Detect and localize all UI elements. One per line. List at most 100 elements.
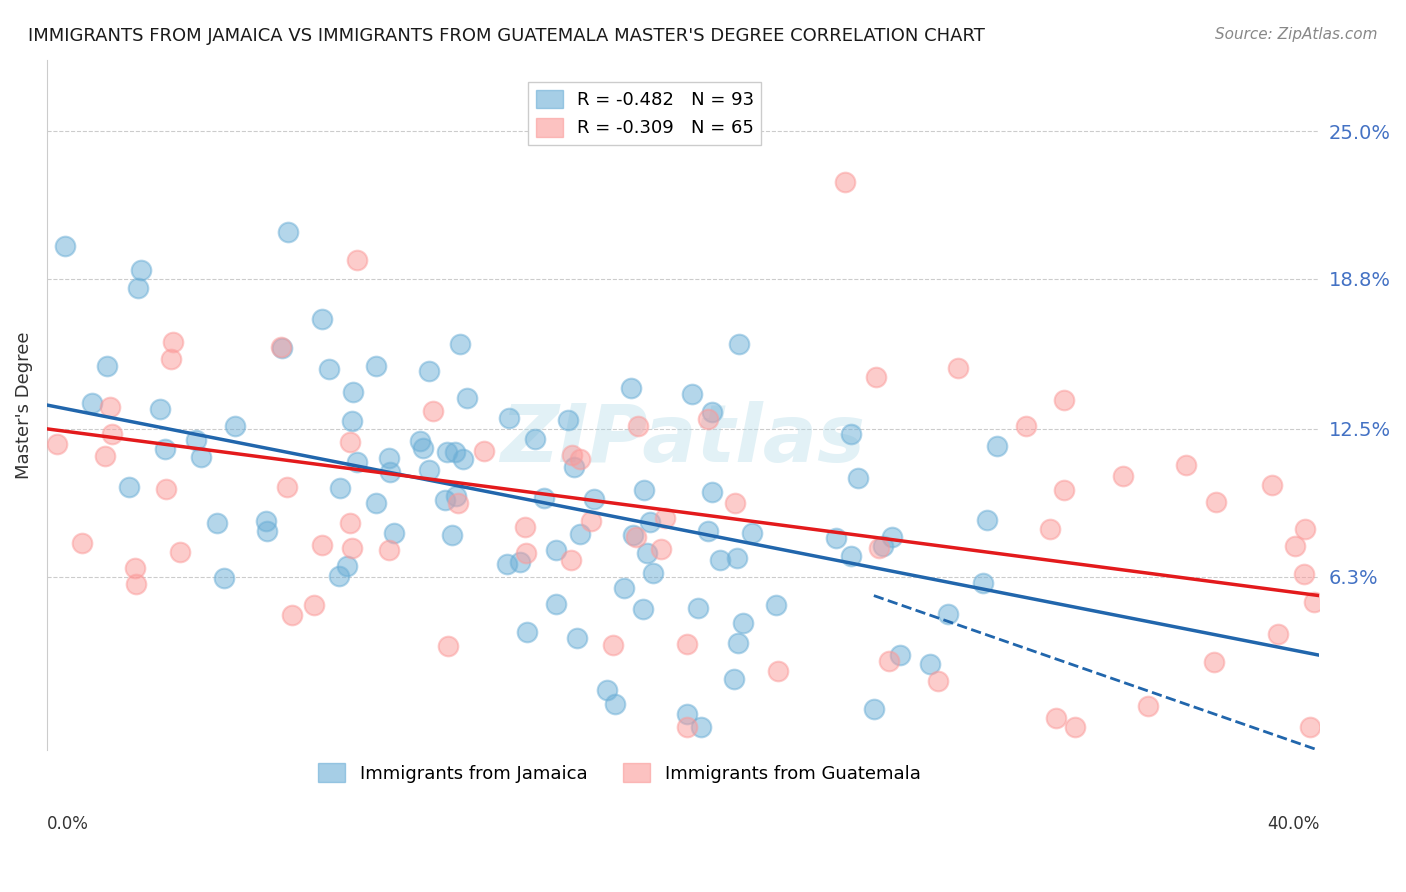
Point <box>690 720 713 734</box>
Point <box>346 455 368 469</box>
Point <box>328 568 350 582</box>
Point <box>129 263 152 277</box>
Point <box>409 434 432 448</box>
Point <box>46 436 69 450</box>
Point <box>127 281 149 295</box>
Point <box>94 450 117 464</box>
Point <box>681 387 703 401</box>
Point <box>212 571 235 585</box>
Point <box>839 426 862 441</box>
Point <box>564 459 586 474</box>
Point <box>80 396 103 410</box>
Point <box>254 514 277 528</box>
Point <box>636 546 658 560</box>
Point <box>567 631 589 645</box>
Point <box>936 607 959 622</box>
Point <box>444 445 467 459</box>
Point <box>868 541 890 555</box>
Point <box>449 337 471 351</box>
Point <box>825 531 848 545</box>
Point <box>1064 720 1087 734</box>
Point <box>723 672 745 686</box>
Point <box>626 530 648 544</box>
Point <box>976 513 998 527</box>
Point <box>725 551 748 566</box>
Point <box>1205 495 1227 509</box>
Point <box>676 720 699 734</box>
Point <box>311 312 333 326</box>
Point <box>55 239 77 253</box>
Point <box>224 419 246 434</box>
Point <box>1267 626 1289 640</box>
Point <box>1303 595 1326 609</box>
Point <box>340 414 363 428</box>
Point <box>101 427 124 442</box>
Point <box>877 654 900 668</box>
Point <box>638 516 661 530</box>
Point <box>277 225 299 239</box>
Point <box>1202 655 1225 669</box>
Point <box>627 419 650 434</box>
Point <box>456 391 478 405</box>
Point <box>436 444 458 458</box>
Point <box>451 452 474 467</box>
Point <box>700 405 723 419</box>
Point <box>377 451 399 466</box>
Point <box>765 598 787 612</box>
Point <box>1174 458 1197 472</box>
Point <box>205 516 228 530</box>
Point <box>686 601 709 615</box>
Point <box>865 369 887 384</box>
Point <box>153 442 176 457</box>
Point <box>633 601 655 615</box>
Point <box>155 482 177 496</box>
Point <box>437 639 460 653</box>
Point <box>675 706 697 721</box>
Point <box>1294 522 1316 536</box>
Point <box>583 492 606 507</box>
Point <box>496 557 519 571</box>
Point <box>620 381 643 395</box>
Point <box>986 439 1008 453</box>
Point <box>509 555 531 569</box>
Point <box>281 607 304 622</box>
Point <box>422 404 444 418</box>
Point <box>339 435 361 450</box>
Point <box>697 524 720 538</box>
Point <box>169 545 191 559</box>
Point <box>1053 392 1076 407</box>
Point <box>256 524 278 538</box>
Point <box>839 549 862 563</box>
Text: IMMIGRANTS FROM JAMAICA VS IMMIGRANTS FROM GUATEMALA MASTER'S DEGREE CORRELATION: IMMIGRANTS FROM JAMAICA VS IMMIGRANTS FR… <box>28 27 986 45</box>
Point <box>697 411 720 425</box>
Point <box>834 175 856 189</box>
Point <box>561 448 583 462</box>
Point <box>513 520 536 534</box>
Point <box>1137 699 1160 714</box>
Point <box>643 566 665 581</box>
Text: 0.0%: 0.0% <box>46 814 89 833</box>
Point <box>311 538 333 552</box>
Text: ZIPatlas: ZIPatlas <box>501 401 866 479</box>
Point <box>1053 483 1076 497</box>
Point <box>515 546 537 560</box>
Point <box>613 581 636 595</box>
Point <box>872 539 894 553</box>
Point <box>579 514 602 528</box>
Point <box>846 471 869 485</box>
Point <box>336 559 359 574</box>
Point <box>162 334 184 349</box>
Point <box>863 702 886 716</box>
Point <box>1015 418 1038 433</box>
Point <box>124 560 146 574</box>
Point <box>433 493 456 508</box>
Point <box>498 411 520 425</box>
Point <box>650 541 672 556</box>
Point <box>621 528 644 542</box>
Point <box>880 530 903 544</box>
Text: Source: ZipAtlas.com: Source: ZipAtlas.com <box>1215 27 1378 42</box>
Point <box>516 625 538 640</box>
Point <box>190 450 212 464</box>
Point <box>605 698 627 712</box>
Point <box>270 340 292 354</box>
